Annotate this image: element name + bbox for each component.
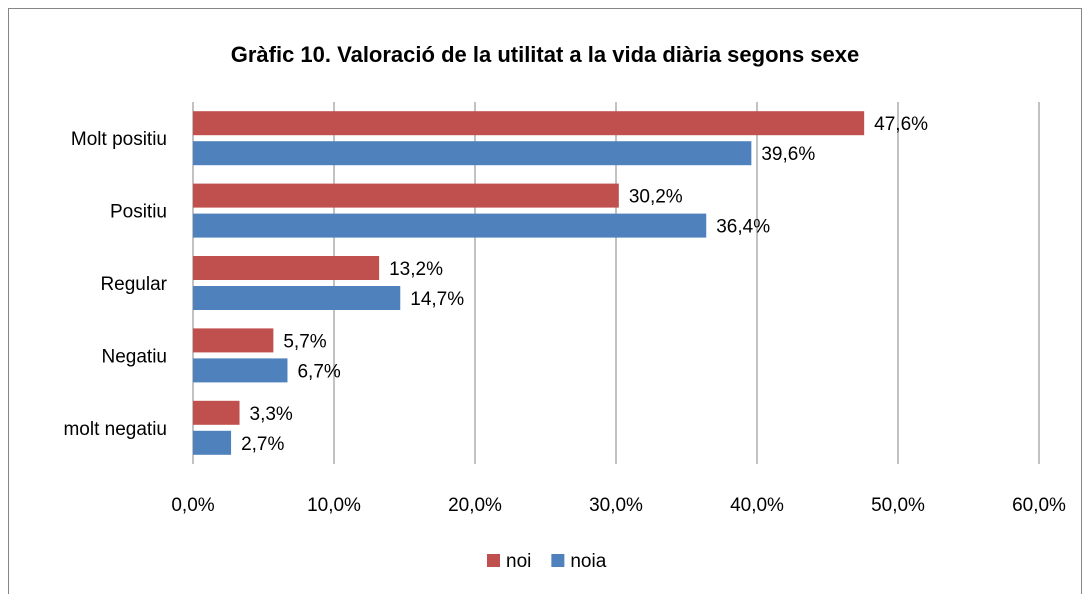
bar (193, 328, 274, 353)
value-label: 2,7% (241, 434, 284, 455)
y-tick-label: Regular (100, 274, 167, 295)
y-tick-label: Positiu (110, 202, 167, 223)
legend-swatch (487, 554, 500, 567)
chart-border (8, 8, 1082, 594)
bar (193, 213, 707, 238)
legend-label: noi (506, 551, 531, 572)
bar (193, 141, 752, 166)
bar (193, 430, 232, 455)
x-tick-label: 20,0% (448, 495, 502, 516)
y-tick-label: molt negatiu (63, 419, 167, 440)
bar (193, 400, 240, 425)
value-label: 6,7% (297, 361, 340, 382)
bar (193, 183, 619, 208)
value-label: 47,6% (874, 114, 928, 135)
y-tick-label: Negatiu (102, 346, 168, 367)
value-label: 3,3% (250, 404, 293, 425)
x-tick-label: 60,0% (1012, 495, 1066, 516)
value-label: 39,6% (761, 144, 815, 165)
chart-title: Gràfic 10. Valoració de la utilitat a la… (231, 42, 860, 67)
x-tick-label: 10,0% (307, 495, 361, 516)
x-tick-label: 50,0% (871, 495, 925, 516)
bar (193, 286, 401, 310)
value-label: 30,2% (629, 187, 683, 208)
x-tick-label: 30,0% (589, 495, 643, 516)
x-tick-label: 0,0% (171, 495, 214, 516)
bar (193, 111, 865, 136)
value-label: 13,2% (389, 259, 443, 280)
x-tick-label: 40,0% (730, 495, 784, 516)
value-label: 14,7% (410, 289, 464, 310)
bar (193, 256, 380, 280)
bar (193, 358, 288, 383)
value-label: 5,7% (283, 331, 326, 352)
value-label: 36,4% (716, 217, 770, 238)
legend-label: noia (570, 551, 606, 572)
y-tick-label: Molt positiu (71, 129, 167, 150)
legend-swatch (551, 554, 565, 567)
